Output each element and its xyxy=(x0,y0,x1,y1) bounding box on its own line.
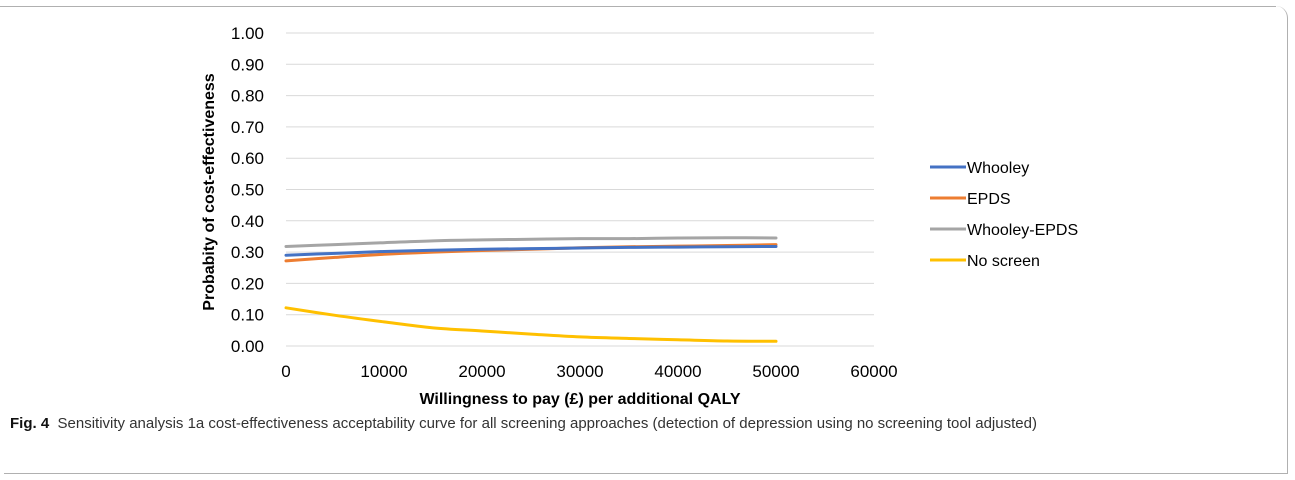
y-tick-label: 0.10 xyxy=(231,306,264,325)
series-line-whooley xyxy=(284,244,778,257)
x-tick-label: 30000 xyxy=(556,362,603,381)
y-tick-label: 0.50 xyxy=(231,181,264,200)
y-tick-label: 0.30 xyxy=(231,243,264,262)
figure-label: Fig. 4 xyxy=(10,415,50,432)
series-line-no-screen xyxy=(284,306,778,343)
figure-frame-top xyxy=(0,6,1276,7)
y-tick-label: 0.70 xyxy=(231,118,264,137)
series-lines xyxy=(284,236,778,343)
legend-entry: Whooley xyxy=(967,160,1029,177)
y-tick-label: 1.00 xyxy=(231,24,264,43)
x-tick-label: 20000 xyxy=(458,362,505,381)
x-tick-label: 40000 xyxy=(654,362,701,381)
legend-entry: EPDS xyxy=(967,191,1011,208)
y-tick-label: 0.00 xyxy=(231,337,264,356)
y-tick-label: 0.40 xyxy=(231,212,264,231)
figure-caption: Fig. 4 Sensitivity analysis 1a cost-effe… xyxy=(10,412,1270,436)
y-tick-label: 0.20 xyxy=(231,274,264,293)
figure-frame xyxy=(4,6,1288,474)
x-tick-label: 50000 xyxy=(752,362,799,381)
ceac-chart: 0.00 0.10 0.20 0.30 0.40 0.50 0.60 0.70 0.80 0.90… xyxy=(201,24,1078,408)
legend-entry: No screen xyxy=(967,253,1040,270)
x-tick-label: 10000 xyxy=(360,362,407,381)
legend: Whooley EPDS Whooley-EPDS No screen xyxy=(930,160,1078,270)
y-tick-labels: 0.00 0.10 0.20 0.30 0.40 0.50 0.60 0.70 0.80 0.90… xyxy=(231,24,264,356)
legend-entry: Whooley-EPDS xyxy=(967,222,1078,239)
y-tick-label: 0.60 xyxy=(231,149,264,168)
x-axis-label: Willingness to pay (£) per additional QA… xyxy=(419,391,740,408)
x-tick-label: 60000 xyxy=(850,362,897,381)
y-axis-label: Probabity of cost-effectiveness xyxy=(201,73,218,311)
series-line-whooley-epds xyxy=(284,236,778,248)
x-tick-labels: 0 10000 20000 30000 40000 50000 60000 xyxy=(281,362,897,381)
y-tick-label: 0.90 xyxy=(231,55,264,74)
x-tick-label: 0 xyxy=(281,362,290,381)
gridlines xyxy=(286,32,874,347)
caption-text: Sensitivity analysis 1a cost-effectivene… xyxy=(57,415,1037,432)
y-tick-label: 0.80 xyxy=(231,87,264,106)
